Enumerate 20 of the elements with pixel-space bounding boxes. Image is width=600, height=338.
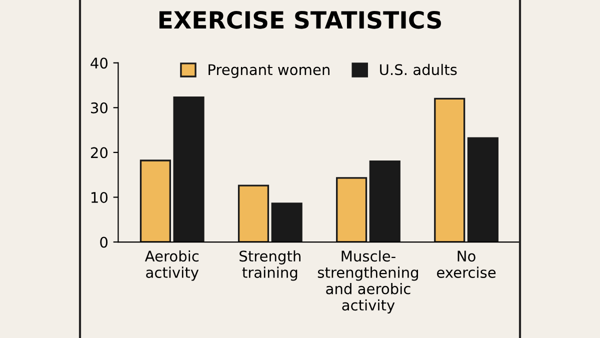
y-tick-label: 20 <box>90 147 108 158</box>
y-tick-label: 0 <box>100 236 108 248</box>
legend-label: U.S. adults <box>380 64 457 76</box>
bar <box>434 98 466 242</box>
bar <box>173 96 204 242</box>
bar <box>140 160 171 242</box>
x-tick-label: Aerobic activity <box>144 250 199 281</box>
y-tick-label: 30 <box>91 102 108 114</box>
bar <box>271 202 302 242</box>
bar <box>467 137 498 242</box>
x-tick-label: Muscle- strengthening and aerobic activity <box>318 250 418 314</box>
x-tick-label: Strength training <box>240 250 300 281</box>
bar <box>369 160 400 242</box>
legend-label: Pregnant women <box>208 64 330 78</box>
x-tick-label: No exercise <box>436 250 496 278</box>
y-tick-label: 10 <box>92 192 108 203</box>
bar <box>238 184 270 242</box>
bar <box>336 177 368 242</box>
chart-title: EXERCISE STATISTICS <box>159 10 441 29</box>
y-tick-label: 40 <box>90 58 108 69</box>
